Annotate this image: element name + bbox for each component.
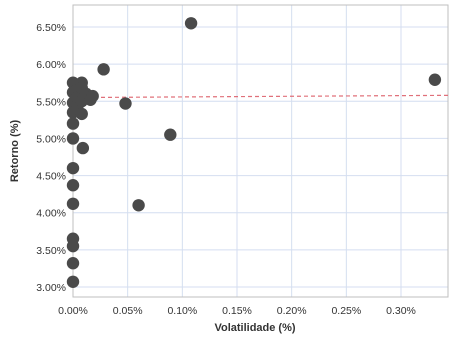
data-point xyxy=(66,161,80,175)
data-point xyxy=(66,132,80,145)
x-tick-label: 0.30% xyxy=(386,305,416,317)
x-tick-label: 0.15% xyxy=(222,305,252,317)
data-point xyxy=(119,97,132,110)
data-point xyxy=(66,179,80,192)
y-tick-label: 3.00% xyxy=(36,282,66,294)
data-point xyxy=(184,17,198,30)
data-point xyxy=(66,117,80,130)
data-point xyxy=(75,107,88,121)
data-point xyxy=(428,73,442,86)
plot-frame xyxy=(72,4,449,298)
data-point xyxy=(66,275,80,288)
y-tick-label: 6.50% xyxy=(36,22,66,34)
reference-line-layer xyxy=(72,94,449,99)
data-points xyxy=(66,17,442,288)
data-point xyxy=(97,63,110,76)
y-tick-label: 4.00% xyxy=(36,208,66,220)
y-tick-label: 4.50% xyxy=(36,171,66,183)
y-tick-label: 5.50% xyxy=(36,96,66,108)
x-tick-label: 0.20% xyxy=(277,305,307,317)
x-tick-labels: 0.00% 0.05% 0.10% 0.15% 0.20% 0.25% 0.30% xyxy=(58,305,416,317)
x-axis-title: Volatilidade (%) xyxy=(214,322,295,334)
data-point xyxy=(66,197,80,210)
x-tick-label: 0.10% xyxy=(167,305,197,317)
data-point xyxy=(132,199,145,212)
data-point xyxy=(164,128,177,141)
data-point xyxy=(66,239,80,253)
y-axis-title: Retorno (%) xyxy=(9,120,21,183)
data-point xyxy=(86,89,99,103)
y-tick-label: 5.00% xyxy=(36,133,66,145)
x-tick-label: 0.00% xyxy=(58,305,88,317)
x-tick-label: 0.25% xyxy=(331,305,361,317)
grid xyxy=(72,5,448,297)
y-tick-label: 6.00% xyxy=(36,59,66,71)
y-tick-label: 3.50% xyxy=(36,245,66,257)
data-point xyxy=(66,257,80,270)
y-tick-labels: 3.00% 3.50% 4.00% 4.50% 5.00% 5.50% 6.00% 6.50% xyxy=(36,22,66,294)
reference-line xyxy=(72,94,449,99)
data-point xyxy=(76,141,90,155)
x-tick-label: 0.05% xyxy=(113,305,143,317)
